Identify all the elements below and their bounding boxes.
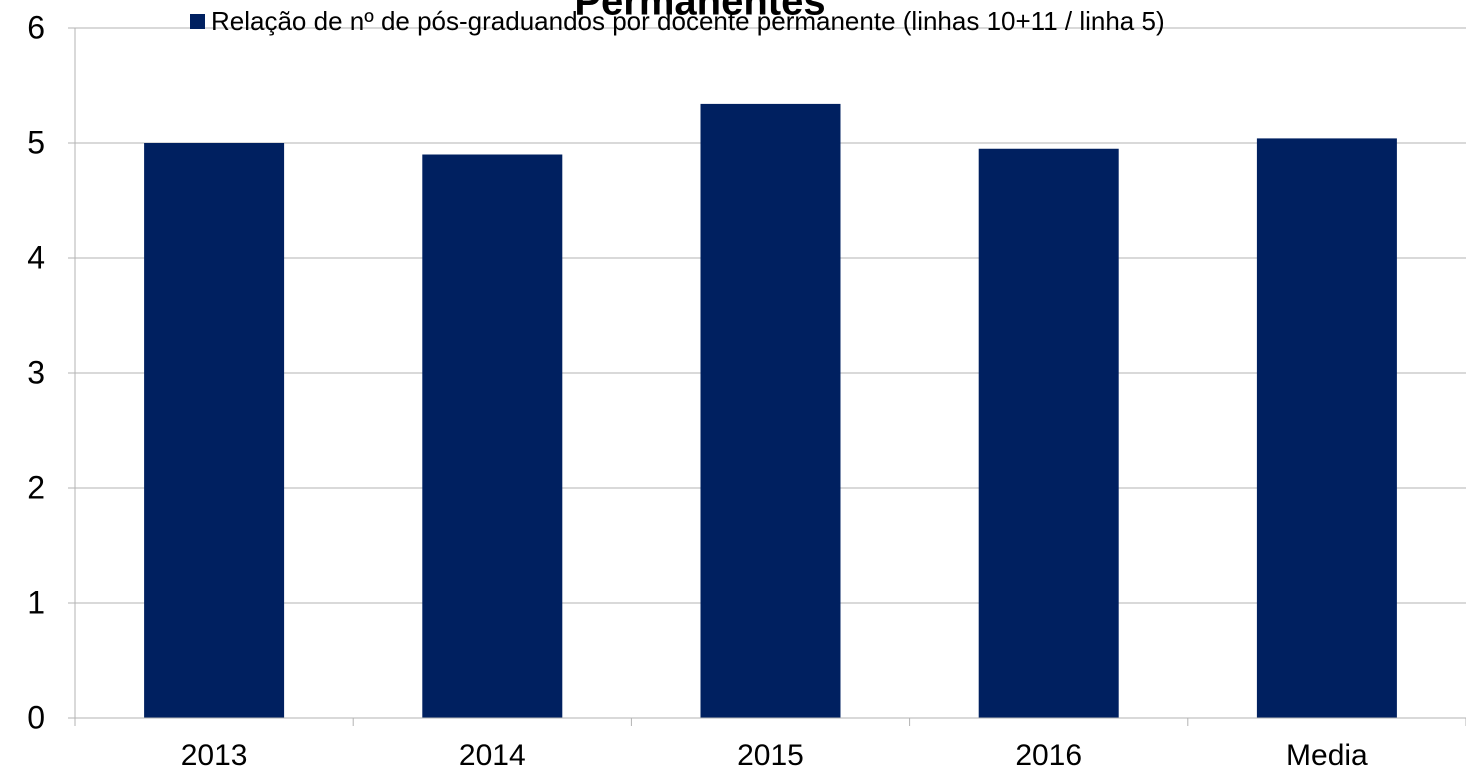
legend-label: Relação de nº de pós-graduandos por doce… xyxy=(211,6,1165,36)
y-tick-label: 6 xyxy=(27,9,45,45)
x-tick-label: 2016 xyxy=(1015,739,1082,772)
bar xyxy=(422,154,563,718)
chart-title: Permanentes xyxy=(574,0,825,24)
y-tick-label: 3 xyxy=(27,354,45,390)
legend-swatch xyxy=(190,14,205,29)
bar xyxy=(978,148,1119,718)
bar xyxy=(1256,138,1397,718)
y-tick-label: 1 xyxy=(27,584,45,620)
bar xyxy=(700,103,841,718)
y-tick-label: 0 xyxy=(27,699,45,735)
x-tick-label: 2015 xyxy=(737,739,804,772)
y-tick-label: 5 xyxy=(27,124,45,160)
x-tick-label: Media xyxy=(1286,739,1368,772)
bar xyxy=(144,143,285,718)
y-tick-label: 2 xyxy=(27,469,45,505)
x-tick-label: 2013 xyxy=(181,739,248,772)
y-tick-label: 4 xyxy=(27,239,45,275)
x-tick-label: 2014 xyxy=(459,739,526,772)
